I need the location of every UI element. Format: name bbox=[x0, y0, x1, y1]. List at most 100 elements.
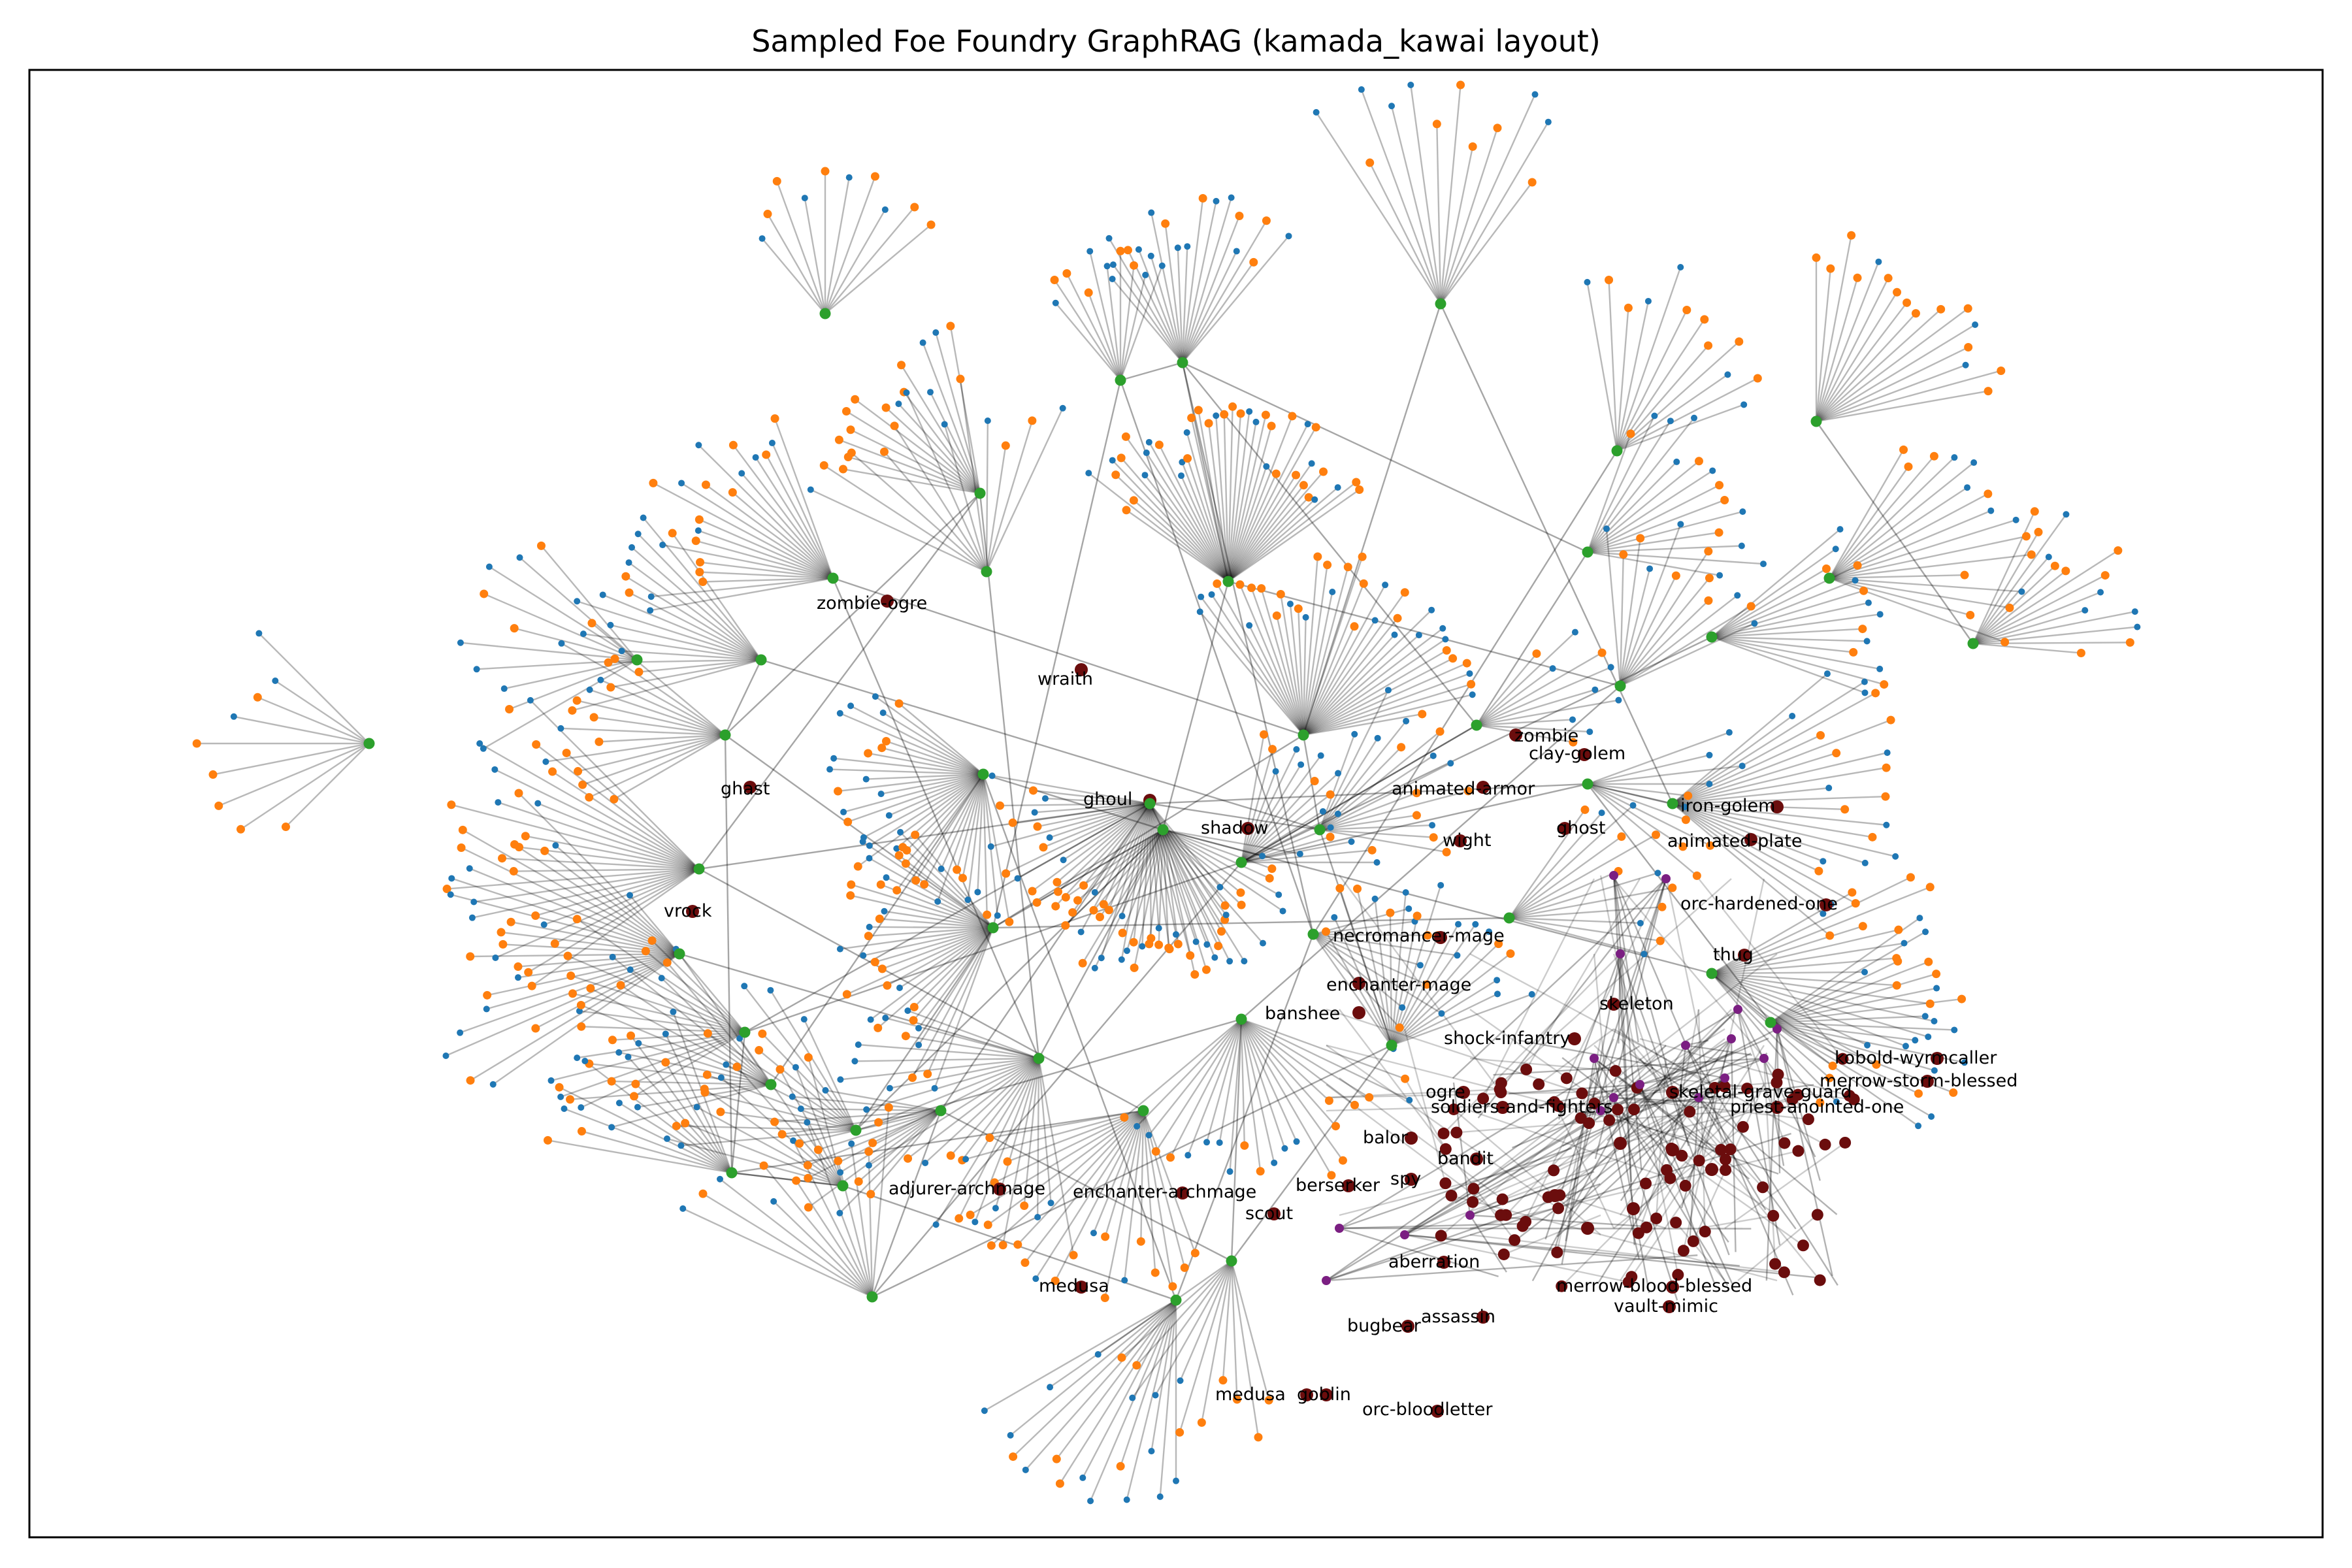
edge-375 bbox=[1476, 668, 1554, 726]
edge-622 bbox=[825, 1089, 941, 1112]
leaf-orange-node-281 bbox=[1821, 564, 1831, 574]
edge-879 bbox=[992, 917, 1510, 929]
hub-node-986 bbox=[827, 572, 839, 584]
hub-node-1024 bbox=[1386, 1039, 1397, 1051]
leaf-blue-node-533 bbox=[863, 1106, 870, 1113]
edge-259 bbox=[1616, 340, 1740, 451]
leaf-blue-node-805 bbox=[1486, 928, 1493, 936]
hub-node-983 bbox=[1177, 357, 1188, 368]
edge-737 bbox=[1162, 829, 1245, 962]
edge-538 bbox=[906, 1035, 1039, 1060]
edge-592 bbox=[1135, 1260, 1232, 1366]
leaf-orange-node-479 bbox=[758, 1029, 767, 1038]
edge-474 bbox=[704, 1091, 857, 1132]
edge-413 bbox=[494, 768, 700, 870]
edge-286 bbox=[1711, 613, 1880, 638]
edge-962 bbox=[1326, 1254, 1698, 1282]
edge-813 bbox=[1240, 771, 1277, 863]
edge-501 bbox=[739, 1037, 843, 1186]
leaf-orange-node-391 bbox=[572, 696, 581, 705]
monster-node-865 bbox=[1778, 1137, 1791, 1149]
leaf-orange-node-373 bbox=[1532, 649, 1541, 658]
hub-node-1004 bbox=[674, 948, 685, 960]
leaf-blue-node-525 bbox=[932, 1221, 939, 1228]
edge-644 bbox=[1071, 803, 1151, 913]
edge-210 bbox=[1280, 594, 1305, 736]
edge-817 bbox=[1241, 780, 1316, 863]
edge-569 bbox=[1240, 1019, 1298, 1142]
edge-427 bbox=[517, 953, 680, 968]
leaf-blue-node-439 bbox=[552, 842, 559, 849]
leaf-orange-node-300 bbox=[1705, 574, 1714, 583]
edge-615 bbox=[807, 1109, 941, 1166]
leaf-orange-node-806 bbox=[1494, 939, 1503, 949]
leaf-orange-node-492 bbox=[661, 1058, 670, 1067]
leaf-orange-node-174 bbox=[1183, 454, 1192, 463]
monster-node-859 bbox=[1520, 1216, 1532, 1228]
node-label-animated-armor: animated-armor bbox=[1392, 779, 1535, 799]
edge-969 bbox=[1612, 1097, 1729, 1286]
edge-336 bbox=[1672, 803, 1831, 936]
monster-node-840 bbox=[1757, 1181, 1769, 1194]
node-label-orc-hardened-one: orc-hardened-one bbox=[1680, 894, 1838, 914]
leaf-orange-node-500 bbox=[732, 1062, 742, 1071]
leaf-orange-node-23 bbox=[1826, 264, 1835, 273]
edge-118 bbox=[732, 444, 834, 579]
leaf-blue-node-467 bbox=[609, 953, 616, 960]
monster-named-node-943 bbox=[1405, 1173, 1418, 1186]
leaf-blue-node-433 bbox=[448, 875, 455, 882]
leaf-orange-node-496 bbox=[681, 1119, 690, 1128]
leaf-orange-node-210 bbox=[1276, 590, 1285, 599]
edge-128 bbox=[583, 632, 762, 661]
leaf-orange-node-309 bbox=[1684, 791, 1693, 800]
leaf-blue-node-135 bbox=[629, 544, 636, 551]
hub-node-1008 bbox=[726, 1167, 738, 1179]
edge-630 bbox=[1149, 803, 1191, 956]
edge-599 bbox=[1119, 1299, 1177, 1467]
edge-166 bbox=[1120, 457, 1229, 582]
edge-1003 bbox=[1403, 1077, 1446, 1150]
edge-449 bbox=[572, 992, 745, 1034]
leaf-blue-node-201 bbox=[1196, 608, 1203, 615]
leaf-orange-node-195 bbox=[1319, 467, 1328, 476]
edge-395 bbox=[614, 658, 726, 736]
edge-187 bbox=[1227, 466, 1267, 582]
hub-node-1016 bbox=[935, 1105, 947, 1117]
leaf-orange-node-477 bbox=[703, 1029, 712, 1038]
edge-108 bbox=[662, 544, 834, 580]
leaf-blue-node-422 bbox=[442, 1052, 449, 1059]
edge-725 bbox=[900, 831, 994, 928]
leaf-orange-node-76 bbox=[1262, 216, 1271, 225]
leaf-orange-node-699 bbox=[908, 1073, 917, 1082]
category-node-971 bbox=[1465, 1211, 1475, 1220]
edge-206 bbox=[1239, 584, 1305, 736]
edge-799 bbox=[1390, 892, 1407, 1046]
monster-node-899 bbox=[1435, 1230, 1447, 1242]
edge-61 bbox=[1111, 278, 1183, 363]
monster-node-875 bbox=[1548, 1164, 1560, 1177]
edge-828 bbox=[1120, 361, 1183, 382]
hub-node-994 bbox=[1823, 572, 1835, 584]
leaf-blue-node-371 bbox=[1928, 1113, 1935, 1120]
hub-node-1020 bbox=[1157, 824, 1169, 836]
edge-653 bbox=[1043, 802, 1151, 849]
leaf-blue-node-48 bbox=[2131, 608, 2138, 615]
leaf-blue-node-679 bbox=[866, 842, 873, 849]
edge-598 bbox=[1126, 1299, 1177, 1500]
leaf-orange-node-345 bbox=[1892, 981, 1901, 990]
leaf-blue-node-816 bbox=[1317, 752, 1324, 759]
edge-712 bbox=[840, 926, 994, 950]
monster-node-904 bbox=[1552, 1100, 1565, 1112]
edge-290 bbox=[1711, 636, 1880, 670]
monster-named-node-957 bbox=[1666, 1143, 1679, 1156]
edge-718 bbox=[851, 883, 994, 929]
hub-node-987 bbox=[755, 654, 767, 666]
leaf-blue-node-13 bbox=[1388, 103, 1396, 110]
monster-named-node-944 bbox=[1267, 1207, 1281, 1220]
node-label-aberration: aberration bbox=[1388, 1252, 1480, 1272]
edge-71 bbox=[1181, 198, 1204, 363]
leaf-orange-node-25 bbox=[1853, 273, 1862, 282]
edge-189 bbox=[1227, 473, 1277, 582]
edge-934 bbox=[1531, 1084, 1641, 1281]
edge-724 bbox=[902, 846, 994, 928]
